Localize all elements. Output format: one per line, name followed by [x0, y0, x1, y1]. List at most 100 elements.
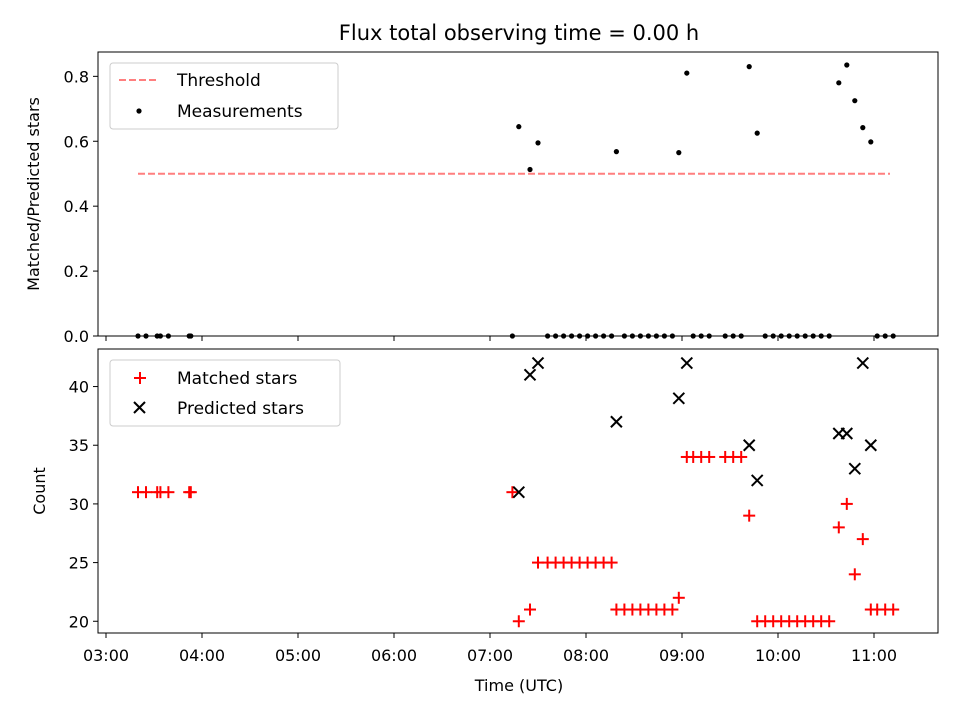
- measurement-point: [535, 140, 541, 146]
- measurement-point: [669, 333, 676, 339]
- x-axis-label: Time (UTC): [474, 676, 563, 695]
- x-tick-label: 08:00: [563, 646, 609, 665]
- predicted-stars-point: [848, 462, 862, 475]
- measurement-point: [553, 333, 559, 339]
- bottom-plot-area: [132, 356, 900, 628]
- matched-stars-point: [887, 603, 900, 616]
- legend-bottom: Matched stars Predicted stars: [109, 359, 341, 427]
- x-tick-label: 03:00: [83, 646, 129, 665]
- x-tick-label: 05:00: [275, 646, 321, 665]
- measurement-point: [868, 139, 874, 145]
- matched-stars-point: [823, 615, 836, 628]
- measurement-point: [852, 98, 858, 104]
- bottom-axes: 20 25 30 35 40: [69, 378, 875, 638]
- x-tick-label: 11:00: [851, 646, 897, 665]
- matched-stars-point: [512, 615, 525, 628]
- measurement-point: [762, 333, 768, 339]
- measurement-point: [637, 333, 644, 339]
- predicted-stars-point: [610, 415, 623, 428]
- measurement-point: [778, 333, 784, 339]
- measurement-point: [770, 333, 776, 339]
- panel-bottom: Count 20 25 30 35 40 Matched stars Predicted…: [30, 348, 939, 638]
- measurement-point: [561, 333, 567, 339]
- matched-stars-point: [162, 486, 175, 499]
- y-axis-label-top: Matched/Predicted stars: [24, 97, 43, 291]
- predicted-stars-point: [856, 356, 870, 370]
- matched-stars-point: [856, 533, 869, 546]
- predicted-stars-point: [864, 439, 878, 452]
- matched-stars-point: [672, 591, 685, 604]
- measurement-point: [157, 333, 163, 339]
- measurement-point: [609, 333, 615, 339]
- predicted-stars-point: [840, 427, 854, 440]
- y-tick-label: 25: [69, 554, 89, 573]
- y-tick-label: 30: [69, 495, 89, 514]
- legend-measurements-label: Measurements: [177, 102, 303, 122]
- matched-stars-point: [184, 486, 197, 499]
- legend-top: Threshold Measurements: [109, 62, 339, 130]
- measurement-point: [601, 333, 607, 339]
- predicted-stars-point: [742, 439, 756, 452]
- measurement-point: [653, 333, 660, 339]
- measurement-point: [645, 333, 652, 339]
- matched-stars-point: [832, 521, 845, 534]
- measurement-point: [730, 333, 736, 339]
- measurement-point: [818, 333, 824, 339]
- x-tick-label: 04:00: [179, 646, 225, 665]
- measurement-point: [794, 333, 800, 339]
- panel-bottom-frame: [97, 348, 939, 634]
- measurement-point: [802, 333, 808, 339]
- matched-stars-point: [605, 556, 618, 569]
- x-tick-label: 09:00: [659, 646, 705, 665]
- legend-predicted-swatch: [133, 401, 146, 414]
- measurement-point: [738, 333, 744, 339]
- measurement-point: [826, 333, 832, 339]
- predicted-stars-point: [512, 485, 526, 499]
- measurement-point: [698, 333, 704, 339]
- y-axis-label-bottom: Count: [30, 467, 49, 515]
- measurement-point: [135, 333, 141, 339]
- y-tick-label: 20: [69, 612, 89, 631]
- predicted-stars-point: [750, 474, 764, 487]
- matched-stars-point: [735, 450, 748, 463]
- y-tick-label: 35: [69, 436, 89, 455]
- y-tick-label: 0.6: [64, 132, 89, 151]
- measurement-point: [545, 333, 551, 339]
- measurement-point: [593, 333, 599, 339]
- legend-threshold-label: Threshold: [176, 71, 261, 91]
- matched-stars-point: [666, 603, 679, 616]
- predicted-stars-point: [523, 368, 537, 382]
- measurement-point: [810, 333, 816, 339]
- predicted-stars-point: [680, 356, 694, 370]
- x-tick-label: 06:00: [371, 646, 417, 665]
- x-axis: 03:00 04:00 05:00 06:00 07:00 08:00 09:00 10:00…: [83, 646, 897, 665]
- legend-bottom-box: [109, 359, 341, 427]
- matched-stars-point: [848, 568, 861, 581]
- predicted-stars-point: [531, 356, 545, 370]
- measurement-point: [569, 333, 575, 339]
- measurement-point: [746, 64, 752, 70]
- measurement-point: [676, 150, 682, 156]
- y-tick-label: 0.0: [64, 327, 89, 346]
- legend-measurements-swatch: [136, 108, 142, 114]
- measurement-point: [621, 333, 628, 339]
- measurement-point: [706, 333, 712, 339]
- measurement-point: [754, 130, 760, 136]
- top-axes: 0.0 0.2 0.4 0.6 0.8: [64, 67, 875, 346]
- legend-top-box: [109, 62, 339, 130]
- measurement-point: [509, 333, 515, 339]
- top-plot-area: [135, 62, 896, 339]
- measurement-point: [890, 333, 896, 339]
- measurement-point: [577, 333, 583, 339]
- measurement-point: [661, 333, 668, 339]
- x-tick-label: 10:00: [755, 646, 801, 665]
- y-tick-label: 0.2: [64, 262, 89, 281]
- legend-predicted-label: Predicted stars: [177, 399, 304, 419]
- y-tick-label: 0.4: [64, 197, 89, 216]
- measurement-point: [143, 333, 149, 339]
- measurement-point: [629, 333, 636, 339]
- legend-matched-swatch: [134, 372, 146, 384]
- panel-top: Matched/Predicted stars 0.00.20.40.60.8 …: [24, 51, 939, 346]
- legend-matched-label: Matched stars: [177, 369, 297, 389]
